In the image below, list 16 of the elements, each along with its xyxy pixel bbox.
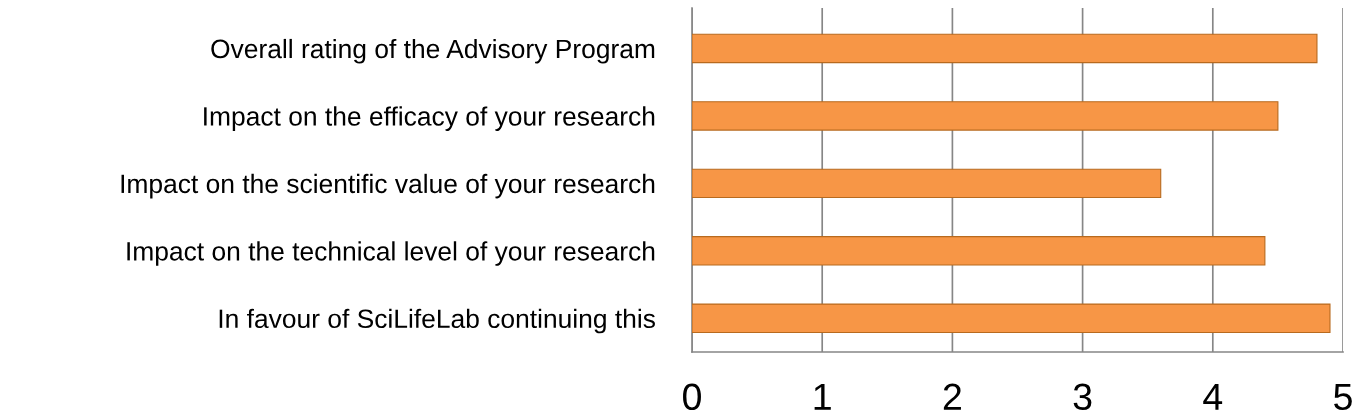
bar bbox=[692, 101, 1279, 131]
bar bbox=[692, 236, 1266, 266]
y-tick-label: In favour of SciLifeLab continuing this bbox=[219, 308, 655, 334]
x-tick-label: 4 bbox=[1203, 383, 1223, 410]
x-tick-label: 1 bbox=[814, 383, 831, 410]
y-tick-label: Impact on the scientific value of your research bbox=[121, 173, 655, 199]
x-tick-label: 0 bbox=[683, 383, 701, 411]
bar bbox=[692, 303, 1331, 333]
x-tick-label: 3 bbox=[1073, 383, 1092, 411]
bar bbox=[692, 33, 1318, 64]
bar bbox=[692, 168, 1162, 199]
x-tick-label: 2 bbox=[943, 383, 961, 410]
x-tick-label: 5 bbox=[1334, 383, 1352, 411]
y-tick-label: Overall rating of the Advisory Program bbox=[211, 38, 655, 64]
y-tick-label: Impact on the efficacy of your research bbox=[204, 106, 655, 131]
y-tick-label: Impact on the technical level of your research bbox=[127, 241, 655, 266]
